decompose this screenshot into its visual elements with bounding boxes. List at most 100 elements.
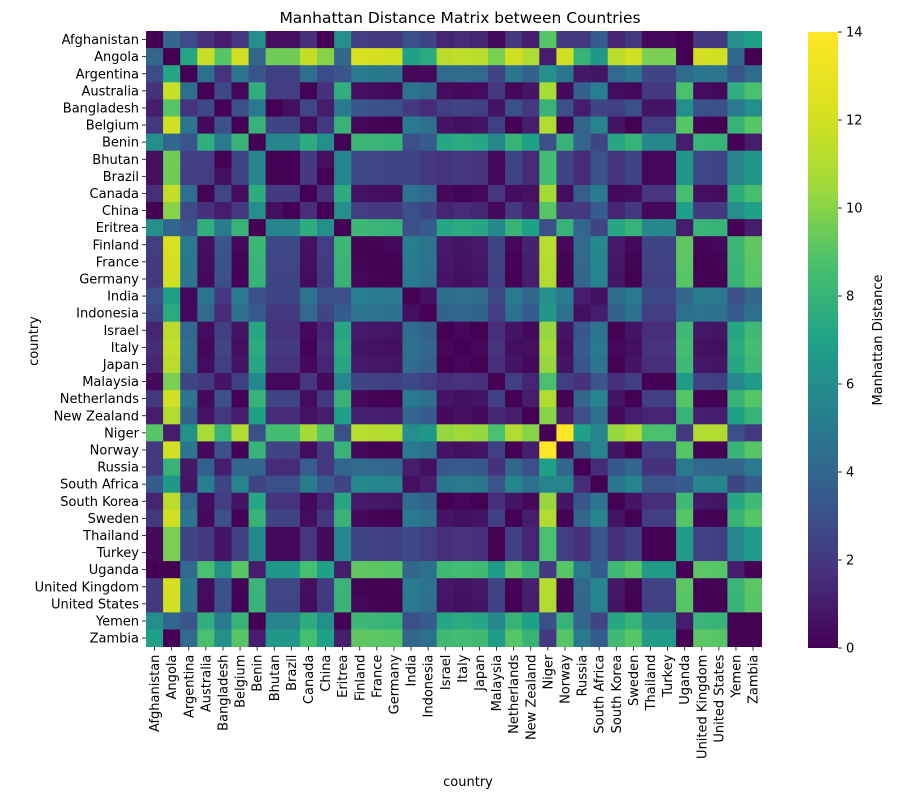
heatmap-cell [385, 612, 403, 630]
heatmap-cell [248, 31, 267, 49]
heatmap-cell [590, 373, 609, 391]
heatmap-cell [282, 338, 301, 357]
heatmap-cell [385, 304, 403, 323]
heatmap-cell [248, 407, 267, 425]
heatmap-cell [641, 116, 660, 134]
y-tick-label: Norway [90, 443, 140, 458]
heatmap-cell [470, 202, 489, 220]
heatmap-cell [522, 629, 540, 647]
heatmap-cell [334, 65, 352, 83]
heatmap-cell [522, 612, 540, 630]
heatmap-cell [624, 492, 643, 511]
heatmap-cell [180, 236, 198, 254]
heatmap-cell [282, 167, 301, 186]
heatmap-cell [385, 31, 403, 49]
heatmap-cell [265, 99, 284, 117]
heatmap-cell [693, 219, 711, 237]
heatmap-cell [641, 99, 660, 117]
heatmap-cell [676, 492, 694, 511]
heatmap-cell [453, 48, 472, 66]
x-tick-label: France [370, 655, 385, 698]
heatmap-cell [590, 578, 609, 596]
heatmap-cell [265, 492, 284, 511]
heatmap-cell [659, 31, 677, 49]
heatmap-cell [522, 116, 540, 134]
heatmap-cell [539, 82, 557, 100]
heatmap-cell [334, 629, 352, 647]
heatmap-cell [505, 321, 523, 340]
heatmap-cell [676, 355, 694, 374]
heatmap-cell [180, 475, 198, 494]
heatmap-cell [351, 526, 369, 545]
heatmap-cell [624, 424, 643, 442]
heatmap-cell [163, 561, 181, 579]
heatmap-cell [590, 287, 609, 305]
heatmap-cell [624, 31, 643, 49]
heatmap-cell [214, 99, 232, 117]
heatmap-cell [436, 526, 455, 545]
heatmap-cell [659, 509, 677, 528]
heatmap-cell [693, 595, 711, 613]
heatmap-cell [659, 373, 677, 391]
heatmap-cell [505, 99, 523, 117]
heatmap-cell [488, 407, 506, 425]
heatmap-cell [710, 321, 728, 340]
heatmap-cell [180, 544, 198, 562]
heatmap-cell [265, 629, 284, 647]
x-tick-label: Canada [302, 655, 317, 704]
heatmap-cell [163, 116, 181, 134]
heatmap-cell [710, 407, 728, 425]
heatmap-cell [368, 578, 386, 596]
heatmap-cell [727, 99, 745, 117]
heatmap-cell [385, 441, 403, 459]
heatmap-cell [641, 544, 660, 562]
heatmap-cell [402, 82, 420, 100]
heatmap-cell [282, 509, 301, 528]
heatmap-cell [197, 48, 215, 66]
heatmap-cell [163, 133, 181, 152]
heatmap-cell [556, 612, 574, 630]
heatmap-cell [317, 65, 335, 83]
heatmap-cell [231, 65, 249, 83]
heatmap-cell [607, 321, 626, 340]
heatmap-cell [470, 133, 489, 152]
heatmap-cell [214, 441, 232, 459]
heatmap-cell [470, 82, 489, 100]
heatmap-cell [402, 133, 420, 152]
heatmap-cell [402, 492, 420, 511]
heatmap-cell [385, 133, 403, 152]
heatmap-cell [590, 65, 609, 83]
heatmap-cell [351, 116, 369, 134]
heatmap-cell [180, 492, 198, 511]
heatmap-cell [197, 526, 215, 545]
heatmap-cell [573, 424, 591, 442]
heatmap-cell [744, 236, 762, 254]
heatmap-cell [573, 31, 591, 49]
heatmap-cell [402, 629, 420, 647]
heatmap-cell [334, 167, 352, 186]
heatmap-cell [539, 133, 557, 152]
heatmap-cell [539, 236, 557, 254]
heatmap-cell [419, 390, 438, 408]
heatmap-cell [180, 48, 198, 66]
heatmap-cell [368, 65, 386, 83]
heatmap-cell [676, 150, 694, 169]
heatmap-cell [470, 475, 489, 494]
heatmap-cell [163, 48, 181, 66]
heatmap-cell [607, 578, 626, 596]
heatmap-cell [624, 133, 643, 152]
heatmap-cell [522, 48, 540, 66]
heatmap-cell [641, 441, 660, 459]
heatmap-cell [744, 167, 762, 186]
heatmap-cell [573, 167, 591, 186]
heatmap-cell [351, 219, 369, 237]
heatmap-cell [248, 287, 267, 305]
heatmap-cell [385, 407, 403, 425]
heatmap-cell [556, 99, 574, 117]
heatmap-cell [351, 492, 369, 511]
heatmap-cell [573, 116, 591, 134]
heatmap-cell [624, 441, 643, 459]
heatmap-cell [488, 578, 506, 596]
heatmap-cell [368, 202, 386, 220]
heatmap-cell [163, 287, 181, 305]
